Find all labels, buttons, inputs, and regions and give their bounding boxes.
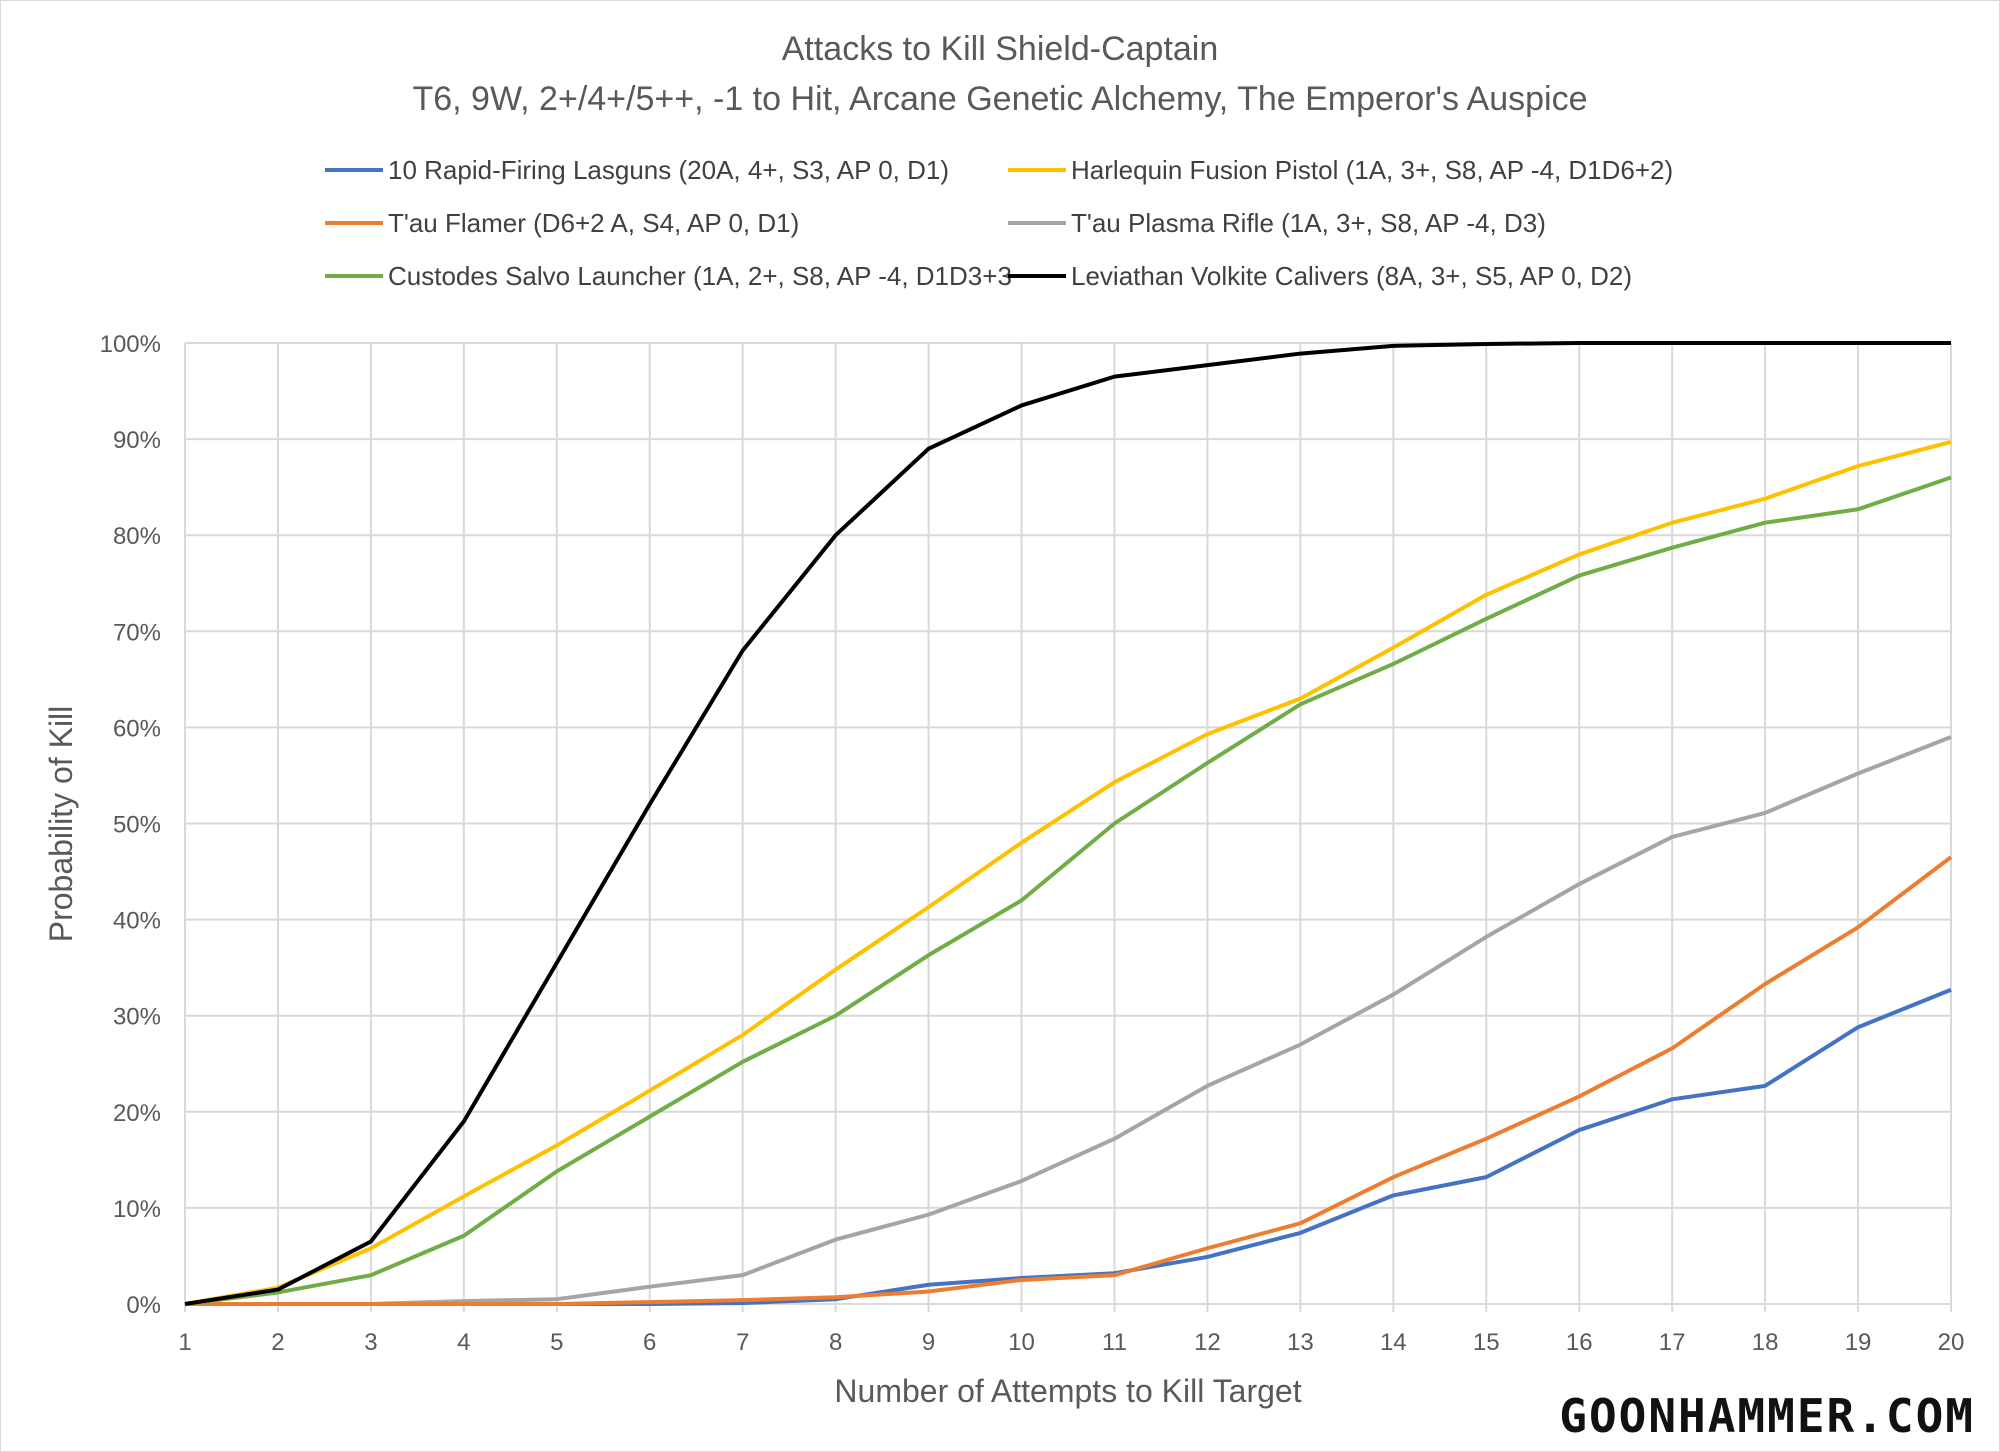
x-tick-label: 20 (1938, 1329, 1965, 1356)
y-tick-label: 100% (100, 331, 161, 358)
y-tick-label: 90% (113, 427, 161, 454)
y-tick-label: 60% (113, 715, 161, 742)
x-tick-label: 11 (1102, 1329, 1127, 1356)
x-tick-label: 14 (1380, 1329, 1407, 1356)
x-tick-label: 10 (1008, 1329, 1035, 1356)
x-tick-label: 9 (922, 1329, 935, 1356)
x-tick-label: 4 (457, 1329, 470, 1356)
x-tick-label: 13 (1287, 1329, 1314, 1356)
series-line (185, 855, 1953, 1306)
y-tick-label: 20% (113, 1100, 161, 1127)
x-tick-label: 6 (643, 1329, 656, 1356)
series-lines (184, 341, 1953, 1306)
legend-label: T'au Plasma Rifle (1A, 3+, S8, AP -4, D3… (1071, 208, 1546, 238)
x-tick-label: 8 (829, 1329, 842, 1356)
y-axis-title: Probability of Kill (43, 706, 79, 943)
legend-label: Leviathan Volkite Calivers (8A, 3+, S5, … (1071, 261, 1632, 291)
y-tick-label: 70% (113, 619, 161, 646)
x-tick-label: 3 (364, 1329, 377, 1356)
series-line (184, 341, 1951, 1306)
legend: 10 Rapid-Firing Lasguns (20A, 4+, S3, AP… (325, 155, 1673, 291)
y-tick-label: 40% (113, 908, 161, 935)
legend-label: Custodes Salvo Launcher (1A, 2+, S8, AP … (388, 261, 1012, 291)
gridlines (184, 342, 1952, 1312)
chart-subtitle: T6, 9W, 2+/4+/5++, -1 to Hit, Arcane Gen… (412, 80, 1587, 118)
legend-label: T'au Flamer (D6+2 A, S4, AP 0, D1) (388, 208, 799, 238)
watermark-logo: GOONHAMMER.COM (1559, 1389, 1975, 1443)
y-tick-label: 50% (113, 812, 161, 839)
x-tick-label: 19 (1845, 1329, 1872, 1356)
x-tick-label: 16 (1566, 1329, 1593, 1356)
legend-label: Harlequin Fusion Pistol (1A, 3+, S8, AP … (1071, 155, 1673, 185)
x-tick-label: 1 (178, 1329, 191, 1356)
series-line (184, 440, 1952, 1306)
legend-label: 10 Rapid-Firing Lasguns (20A, 4+, S3, AP… (388, 155, 949, 185)
x-axis-title: Number of Attempts to Kill Target (834, 1373, 1301, 1409)
x-tick-label: 12 (1194, 1329, 1221, 1356)
y-tick-label: 0% (126, 1292, 161, 1319)
tick-labels: 0%10%20%30%40%50%60%70%80%90%100%1 2 3 4 5 6 7… (100, 331, 1965, 1356)
chart-title: Attacks to Kill Shield-Captain (782, 30, 1219, 68)
y-tick-label: 10% (113, 1196, 161, 1223)
x-tick-label: 18 (1752, 1329, 1779, 1356)
y-tick-label: 80% (113, 523, 161, 550)
x-tick-label: 15 (1473, 1329, 1500, 1356)
x-tick-label: 17 (1659, 1329, 1686, 1356)
x-tick-label: 7 (736, 1329, 749, 1356)
series-line (184, 475, 1952, 1306)
x-tick-label: 2 (271, 1329, 284, 1356)
series-line (185, 735, 1952, 1306)
x-tick-label: 5 (550, 1329, 563, 1356)
y-tick-label: 30% (113, 1004, 161, 1031)
